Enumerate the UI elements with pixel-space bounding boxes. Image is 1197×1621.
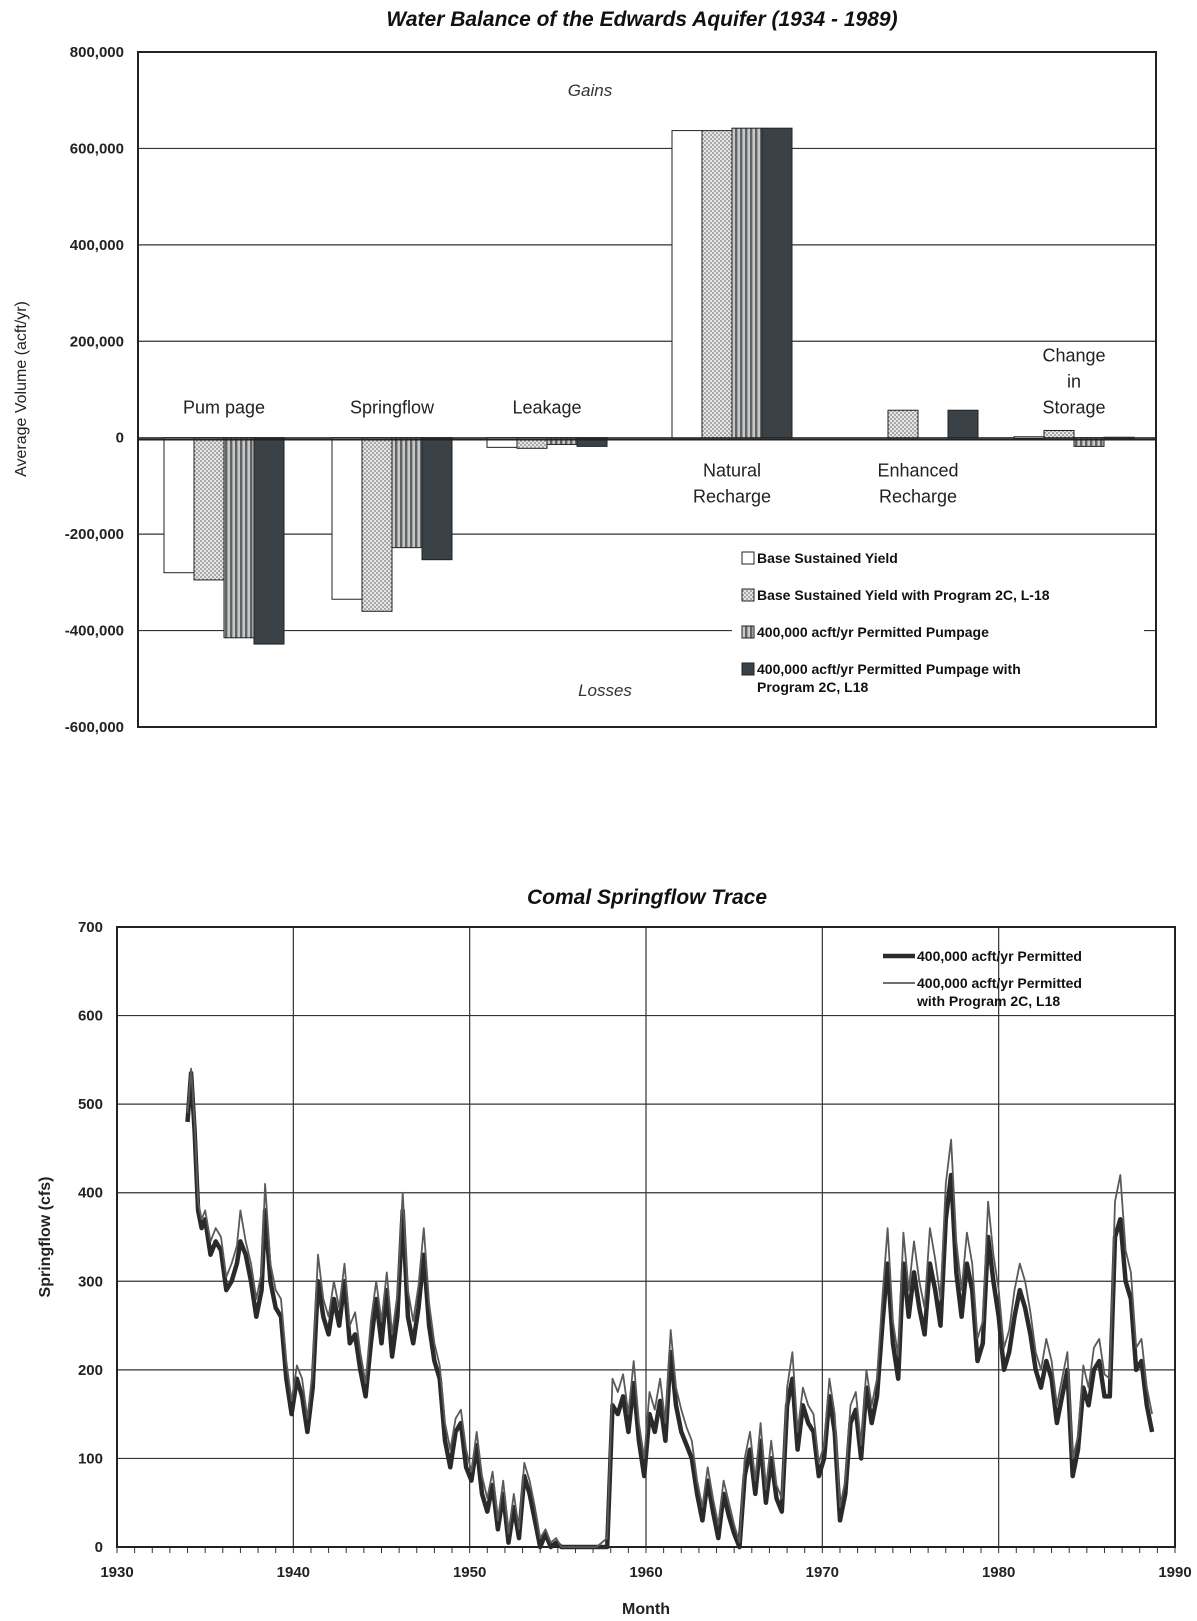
- chart2-y-tick-label: 100: [78, 1450, 103, 1467]
- chart1-bar: [1073, 437, 1105, 447]
- chart1-bar: [223, 437, 255, 639]
- chart2-series-line: [185, 1070, 1155, 1550]
- chart1-legend-swatch: [741, 625, 755, 639]
- gains-annotation: Gains: [568, 81, 613, 100]
- chart1-category-labels: Pum page Springflow Leakage Natural Recharge…: [183, 346, 1106, 507]
- chart1-bar: [1013, 436, 1045, 439]
- chart2-x-tick-label: 1930: [100, 1564, 133, 1581]
- chart2-legend-label: 400,000 acft/yr Permitted: [917, 948, 1082, 964]
- chart1-legend-swatch: [741, 588, 755, 602]
- chart2-plot-area: [116, 926, 1176, 1548]
- chart2-y-tick-label: 200: [78, 1362, 103, 1379]
- chart2-gridlines: [116, 926, 1176, 1553]
- chart2-y-tick-label: 600: [78, 1008, 103, 1025]
- chart2-x-axis-title: Month: [622, 1601, 670, 1618]
- chart1-bar: [1043, 429, 1075, 439]
- chart1-legend-label: Base Sustained Yield with Program 2C, L-…: [757, 587, 1050, 603]
- chart2-series-lines: [185, 1067, 1155, 1550]
- chart2-y-tick-labels: 0 100 200 300 400 500 600 700: [78, 919, 103, 1556]
- chart1-bar: [331, 437, 363, 600]
- chart1-y-tick-label: -600,000: [65, 719, 124, 736]
- chart1-title: Water Balance of the Edwards Aquifer (19…: [386, 8, 897, 31]
- chart1-category-label: Springflow: [350, 398, 435, 418]
- chart2-x-tick-label: 1940: [277, 1564, 310, 1581]
- chart2-x-tick-label: 1970: [806, 1564, 839, 1581]
- chart2-legend-label: 400,000 acft/yr Permitted with Program 2C…: [916, 975, 1082, 1009]
- chart2-title: Comal Springflow Trace: [527, 886, 767, 909]
- chart1-bar: [887, 409, 919, 439]
- chart2-x-tick-label: 1950: [453, 1564, 486, 1581]
- chart1-category-label: Pum page: [183, 398, 265, 418]
- chart2-y-tick-label: 500: [78, 1096, 103, 1113]
- chart2-x-tick-labels: 1930 1940 1950 1960 1970 1980 1990: [100, 1564, 1191, 1581]
- chart1-bar: [731, 127, 763, 439]
- chart1-bar: [761, 127, 793, 439]
- chart1-legend-swatch: [741, 551, 755, 565]
- losses-annotation: Losses: [578, 681, 632, 700]
- chart2-y-axis-title: Springflow (cfs): [37, 1177, 54, 1298]
- chart1-legend-label: 400,000 acft/yr Permitted Pumpage with Pr…: [757, 661, 1021, 695]
- chart1-bar: [701, 130, 733, 439]
- chart1-bar: [421, 437, 453, 561]
- chart1-y-tick-label: 400,000: [70, 237, 124, 254]
- chart1-plot-area: [137, 51, 1157, 728]
- chart1-gridlines: [138, 51, 1156, 728]
- water-balance-chart: Water Balance of the Edwards Aquifer (19…: [13, 8, 1157, 736]
- chart1-y-axis-title: Average Volume (acft/yr): [13, 301, 30, 477]
- chart1-y-tick-labels: -600,000 -400,000 -200,000 0 200,000 400,000 6…: [65, 44, 124, 736]
- chart2-series-line: [186, 1067, 1153, 1548]
- chart1-legend-swatch: [741, 662, 755, 676]
- chart1-category-label: Leakage: [512, 398, 581, 418]
- chart1-y-tick-label: -200,000: [65, 526, 124, 543]
- chart1-legend: Base Sustained Yield Base Sustained Yield…: [741, 550, 1050, 695]
- chart1-y-tick-label: -400,000: [65, 623, 124, 640]
- chart2-legend: 400,000 acft/yr Permitted 400,000 acft/yr…: [883, 948, 1082, 1009]
- chart1-bar: [253, 437, 285, 645]
- chart1-y-tick-label: 800,000: [70, 44, 124, 61]
- chart1-legend-label: 400,000 acft/yr Permitted Pumpage: [757, 624, 989, 640]
- chart1-bar: [391, 437, 423, 549]
- chart1-bar: [193, 437, 225, 581]
- chart1-bars: [163, 127, 1135, 645]
- chart1-bar: [671, 130, 703, 439]
- chart2-y-tick-label: 0: [95, 1539, 103, 1556]
- chart1-y-tick-label: 0: [116, 430, 124, 447]
- chart1-y-tick-label: 600,000: [70, 140, 124, 157]
- chart2-y-tick-label: 400: [78, 1185, 103, 1202]
- chart2-x-tick-label: 1990: [1158, 1564, 1191, 1581]
- chart2-x-tick-label: 1960: [629, 1564, 662, 1581]
- chart1-bar: [576, 437, 608, 447]
- chart1-category-label: Natural Recharge: [693, 461, 771, 507]
- chart1-bar: [947, 409, 979, 439]
- chart2-y-tick-label: 300: [78, 1273, 103, 1290]
- chart1-y-tick-label: 200,000: [70, 333, 124, 350]
- chart1-legend-box: [732, 548, 1144, 708]
- chart1-category-label: Enhanced Recharge: [877, 461, 958, 507]
- chart1-bar: [361, 437, 393, 612]
- chart1-legend-label: Base Sustained Yield: [757, 550, 898, 566]
- chart1-category-label: Change in Storage: [1042, 346, 1105, 418]
- chart2-x-tick-label: 1980: [982, 1564, 1015, 1581]
- chart2-y-tick-label: 700: [78, 919, 103, 936]
- chart1-bar: [163, 437, 195, 574]
